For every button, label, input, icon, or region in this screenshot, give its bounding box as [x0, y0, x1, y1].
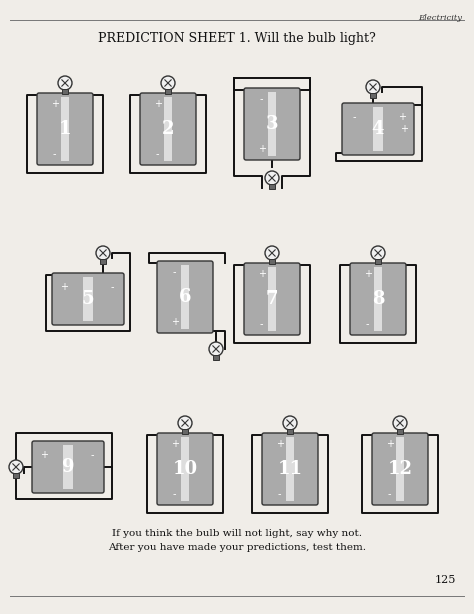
Text: +: + — [40, 450, 48, 460]
Bar — [82, 277, 93, 321]
Text: -: - — [260, 319, 264, 329]
Bar — [373, 107, 383, 151]
FancyBboxPatch shape — [157, 433, 213, 505]
Text: +: + — [364, 269, 372, 279]
Text: -: - — [90, 450, 93, 460]
Text: -: - — [173, 267, 176, 277]
Text: -: - — [173, 489, 176, 499]
Text: +: + — [51, 99, 59, 109]
Circle shape — [371, 246, 385, 260]
FancyBboxPatch shape — [32, 441, 104, 493]
Bar — [61, 97, 69, 161]
Circle shape — [161, 76, 175, 90]
Bar — [269, 259, 275, 264]
FancyBboxPatch shape — [140, 93, 196, 165]
Text: +: + — [257, 144, 265, 154]
Text: 5: 5 — [82, 290, 94, 308]
FancyBboxPatch shape — [37, 93, 93, 165]
Circle shape — [265, 246, 279, 260]
FancyBboxPatch shape — [244, 263, 300, 335]
Bar — [374, 267, 382, 331]
Text: 6: 6 — [179, 288, 191, 306]
Text: +: + — [386, 439, 393, 449]
Bar — [62, 89, 68, 94]
Text: -: - — [366, 319, 369, 329]
Bar — [287, 429, 293, 434]
Text: 7: 7 — [266, 290, 278, 308]
Text: -: - — [388, 489, 392, 499]
Bar — [286, 437, 294, 501]
Bar — [213, 355, 219, 360]
FancyBboxPatch shape — [342, 103, 414, 155]
Text: -: - — [53, 149, 56, 159]
Text: 8: 8 — [372, 290, 384, 308]
Text: +: + — [171, 317, 179, 327]
Bar — [164, 97, 172, 161]
Circle shape — [366, 80, 380, 94]
Bar — [13, 473, 19, 478]
Text: +: + — [275, 439, 283, 449]
Bar — [397, 429, 403, 434]
Text: Electricity: Electricity — [418, 14, 462, 22]
Text: 9: 9 — [62, 458, 74, 476]
Bar — [269, 184, 275, 189]
Bar — [100, 259, 106, 264]
Text: -: - — [156, 149, 159, 159]
FancyBboxPatch shape — [244, 88, 300, 160]
Circle shape — [96, 246, 110, 260]
Text: 11: 11 — [277, 460, 302, 478]
Text: -: - — [260, 94, 264, 104]
Text: After you have made your predictions, test them.: After you have made your predictions, te… — [108, 543, 366, 551]
Text: If you think the bulb will not light, say why not.: If you think the bulb will not light, sa… — [112, 529, 362, 537]
Circle shape — [178, 416, 192, 430]
FancyBboxPatch shape — [157, 261, 213, 333]
Text: 3: 3 — [266, 115, 278, 133]
Text: 12: 12 — [388, 460, 412, 478]
Bar — [181, 437, 189, 501]
Bar — [396, 437, 404, 501]
Text: -: - — [278, 489, 282, 499]
Bar — [181, 265, 189, 329]
Text: PREDICTION SHEET 1. Will the bulb light?: PREDICTION SHEET 1. Will the bulb light? — [98, 31, 376, 44]
Bar — [165, 89, 171, 94]
Text: +: + — [154, 99, 162, 109]
Circle shape — [209, 342, 223, 356]
Bar — [268, 92, 276, 156]
Bar — [375, 259, 381, 264]
Circle shape — [9, 460, 23, 474]
Text: -: - — [110, 282, 114, 292]
FancyBboxPatch shape — [262, 433, 318, 505]
Text: +: + — [171, 439, 179, 449]
Circle shape — [265, 171, 279, 185]
Text: -: - — [353, 112, 356, 122]
Bar — [268, 267, 276, 331]
Text: 10: 10 — [173, 460, 198, 478]
FancyBboxPatch shape — [350, 263, 406, 335]
Bar — [63, 445, 73, 489]
Text: +: + — [398, 112, 406, 122]
Circle shape — [283, 416, 297, 430]
FancyBboxPatch shape — [52, 273, 124, 325]
Bar — [370, 93, 376, 98]
Text: 125: 125 — [435, 575, 456, 585]
Text: 4: 4 — [372, 120, 384, 138]
Circle shape — [58, 76, 72, 90]
Text: +: + — [60, 282, 68, 292]
Circle shape — [393, 416, 407, 430]
FancyBboxPatch shape — [372, 433, 428, 505]
Text: 2: 2 — [162, 120, 174, 138]
Text: 1: 1 — [59, 120, 71, 138]
Text: +: + — [400, 124, 408, 134]
Bar — [182, 429, 188, 434]
Text: +: + — [257, 269, 265, 279]
